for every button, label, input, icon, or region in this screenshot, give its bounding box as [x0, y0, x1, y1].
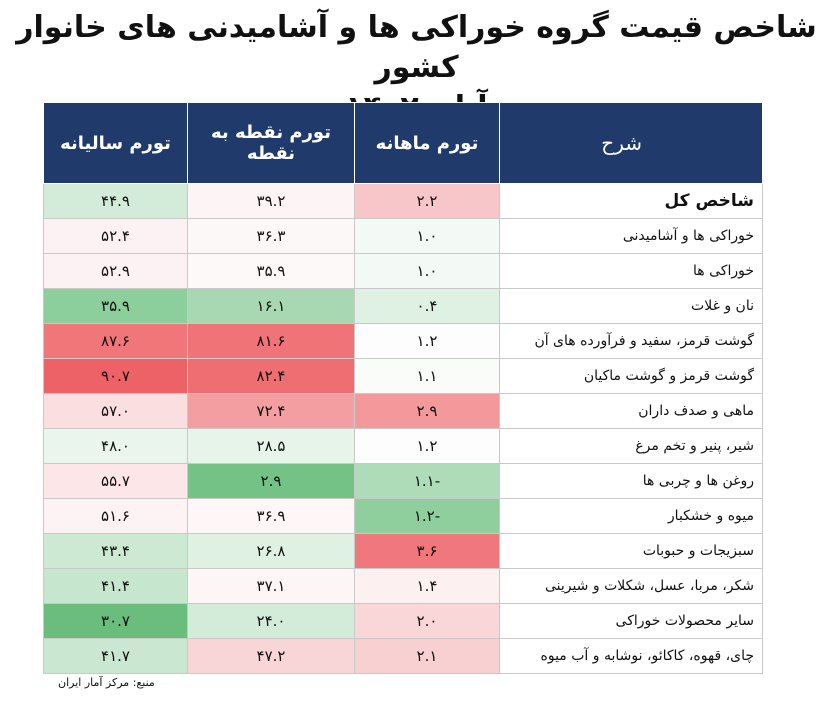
row-label: گوشت قرمز، سفید و فرآورده های آن — [499, 323, 763, 359]
point-inflation-cell: ۳۷.۱ — [187, 568, 355, 604]
row-label: چای، قهوه، کاکائو، نوشابه و آب میوه — [499, 638, 763, 674]
row-label: میوه و خشکبار — [499, 498, 763, 534]
point-inflation-cell: ۲۶.۸ — [187, 533, 355, 569]
point-inflation-cell: ۸۱.۶ — [187, 323, 355, 359]
monthly-inflation-cell: ۱.۲ — [354, 428, 500, 464]
monthly-inflation-cell: ۲.۱ — [354, 638, 500, 674]
page-title: شاخص قیمت گروه خوراکی ها و آشامیدنی های … — [0, 8, 833, 128]
row-label: گوشت قرمز و گوشت ماکیان — [499, 358, 763, 394]
point-inflation-cell: ۳۵.۹ — [187, 253, 355, 289]
table-row: شاخص کل ۲.۲ ۳۹.۲ ۴۴.۹ — [43, 183, 763, 219]
monthly-inflation-cell: ۲.۰ — [354, 603, 500, 639]
table-row: ماهی و صدف داران ۲.۹ ۷۲.۴ ۵۷.۰ — [43, 393, 763, 429]
point-inflation-cell: ۱۶.۱ — [187, 288, 355, 324]
monthly-inflation-cell: -۱.۲ — [354, 498, 500, 534]
monthly-inflation-cell: ۰.۴ — [354, 288, 500, 324]
monthly-inflation-cell: ۱.۱ — [354, 358, 500, 394]
table-row: خوراکی ها و آشامیدنی ۱.۰ ۳۶.۳ ۵۲.۴ — [43, 218, 763, 254]
title-line-1: شاخص قیمت گروه خوراکی ها و آشامیدنی های … — [16, 10, 817, 85]
annual-inflation-cell: ۹۰.۷ — [43, 358, 188, 394]
point-inflation-cell: ۷۲.۴ — [187, 393, 355, 429]
row-label: شاخص کل — [499, 183, 763, 219]
annual-inflation-cell: ۴۱.۴ — [43, 568, 188, 604]
table-row: نان و غلات ۰.۴ ۱۶.۱ ۳۵.۹ — [43, 288, 763, 324]
annual-inflation-cell: ۵۷.۰ — [43, 393, 188, 429]
monthly-inflation-cell: ۱.۰ — [354, 218, 500, 254]
point-inflation-cell: ۳۹.۲ — [187, 183, 355, 219]
header-annual: تورم سالیانه — [43, 102, 188, 184]
monthly-inflation-cell: ۱.۲ — [354, 323, 500, 359]
annual-inflation-cell: ۳۵.۹ — [43, 288, 188, 324]
table-row: شیر، پنیر و تخم مرغ ۱.۲ ۲۸.۵ ۴۸.۰ — [43, 428, 763, 464]
annual-inflation-cell: ۴۳.۴ — [43, 533, 188, 569]
inflation-table: شرح تورم ماهانه تورم نقطه به نقطه تورم س… — [43, 102, 763, 674]
point-inflation-cell: ۸۲.۴ — [187, 358, 355, 394]
table-row: گوشت قرمز، سفید و فرآورده های آن ۱.۲ ۸۱.۶ ۸… — [43, 323, 763, 359]
annual-inflation-cell: ۵۵.۷ — [43, 463, 188, 499]
monthly-inflation-cell: -۱.۱ — [354, 463, 500, 499]
row-label: خوراکی ها و آشامیدنی — [499, 218, 763, 254]
annual-inflation-cell: ۴۴.۹ — [43, 183, 188, 219]
point-inflation-cell: ۲۸.۵ — [187, 428, 355, 464]
annual-inflation-cell: ۴۱.۷ — [43, 638, 188, 674]
row-label: روغن ها و چربی ها — [499, 463, 763, 499]
header-monthly: تورم ماهانه — [354, 102, 500, 184]
table-row: روغن ها و چربی ها -۱.۱ ۲.۹ ۵۵.۷ — [43, 463, 763, 499]
table-row: سایر محصولات خوراکی ۲.۰ ۲۴.۰ ۳۰.۷ — [43, 603, 763, 639]
point-inflation-cell: ۳۶.۹ — [187, 498, 355, 534]
point-inflation-cell: ۳۶.۳ — [187, 218, 355, 254]
annual-inflation-cell: ۸۷.۶ — [43, 323, 188, 359]
monthly-inflation-cell: ۱.۰ — [354, 253, 500, 289]
annual-inflation-cell: ۳۰.۷ — [43, 603, 188, 639]
table-row: گوشت قرمز و گوشت ماکیان ۱.۱ ۸۲.۴ ۹۰.۷ — [43, 358, 763, 394]
annual-inflation-cell: ۵۲.۴ — [43, 218, 188, 254]
monthly-inflation-cell: ۳.۶ — [354, 533, 500, 569]
row-label: خوراکی ها — [499, 253, 763, 289]
annual-inflation-cell: ۴۸.۰ — [43, 428, 188, 464]
point-inflation-cell: ۴۷.۲ — [187, 638, 355, 674]
table-header-row: شرح تورم ماهانه تورم نقطه به نقطه تورم س… — [43, 102, 763, 184]
row-label: نان و غلات — [499, 288, 763, 324]
row-label: سایر محصولات خوراکی — [499, 603, 763, 639]
header-point: تورم نقطه به نقطه — [187, 102, 355, 184]
monthly-inflation-cell: ۱.۴ — [354, 568, 500, 604]
row-label: شکر، مربا، عسل، شکلات و شیرینی — [499, 568, 763, 604]
table-row: خوراکی ها ۱.۰ ۳۵.۹ ۵۲.۹ — [43, 253, 763, 289]
row-label: ماهی و صدف داران — [499, 393, 763, 429]
table-row: شکر، مربا، عسل، شکلات و شیرینی ۱.۴ ۳۷.۱ ۴۱.… — [43, 568, 763, 604]
point-inflation-cell: ۲.۹ — [187, 463, 355, 499]
source-note: منبع: مرکز آمار ایران — [58, 676, 155, 689]
annual-inflation-cell: ۵۱.۶ — [43, 498, 188, 534]
header-desc: شرح — [499, 102, 763, 184]
table-row: سبزیجات و حبوبات ۳.۶ ۲۶.۸ ۴۳.۴ — [43, 533, 763, 569]
row-label: شیر، پنیر و تخم مرغ — [499, 428, 763, 464]
table-row: چای، قهوه، کاکائو، نوشابه و آب میوه ۲.۱ ۴۷… — [43, 638, 763, 674]
point-inflation-cell: ۲۴.۰ — [187, 603, 355, 639]
annual-inflation-cell: ۵۲.۹ — [43, 253, 188, 289]
monthly-inflation-cell: ۲.۲ — [354, 183, 500, 219]
table-body: شاخص کل ۲.۲ ۳۹.۲ ۴۴.۹ خوراکی ها و آشامیدنی ۱.… — [43, 183, 763, 674]
table-row: میوه و خشکبار -۱.۲ ۳۶.۹ ۵۱.۶ — [43, 498, 763, 534]
row-label: سبزیجات و حبوبات — [499, 533, 763, 569]
monthly-inflation-cell: ۲.۹ — [354, 393, 500, 429]
